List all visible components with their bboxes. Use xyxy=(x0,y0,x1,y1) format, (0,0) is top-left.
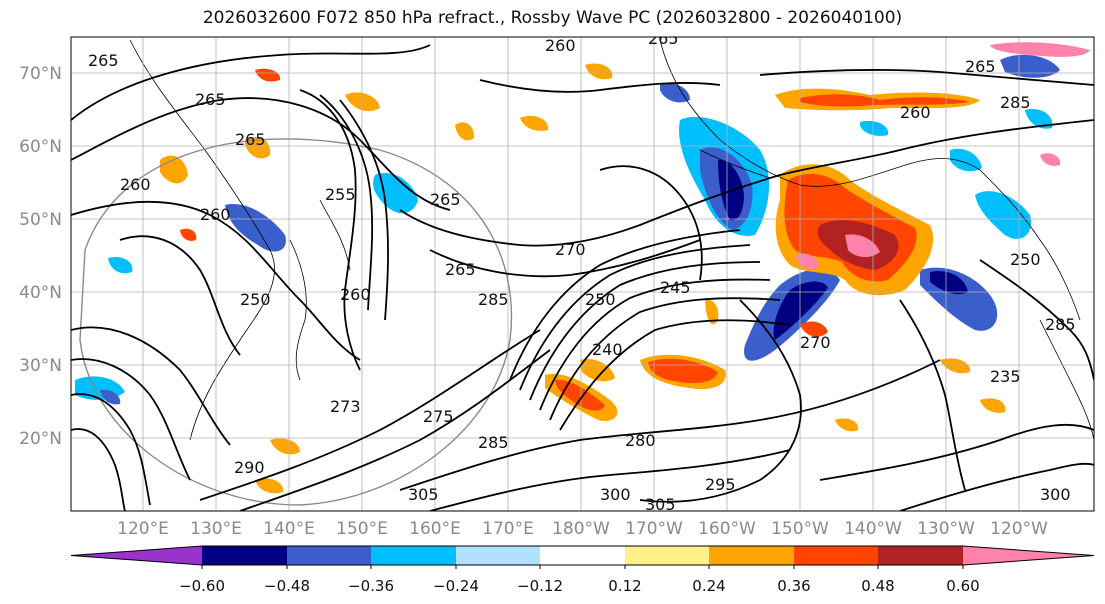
contour-label: 260 xyxy=(120,175,151,194)
colorbar-segment xyxy=(625,546,709,565)
contour-label: 260 xyxy=(545,36,576,55)
contour-labels: 260 265 265 265 265 260 260 255 265 270 … xyxy=(88,29,1076,514)
lon-tick-label: 120°E xyxy=(117,519,169,539)
colorbar-tick-label: 0.36 xyxy=(777,577,810,595)
contour-label: 265 xyxy=(648,29,679,48)
lon-tick-label: 130°W xyxy=(917,519,975,539)
contour-label: 265 xyxy=(445,260,476,279)
colorbar-tick-label: 0.24 xyxy=(692,577,725,595)
gray-region-outline xyxy=(79,138,513,506)
lon-labels: 120°E 130°E 140°E 150°E 160°E 170°E 180°… xyxy=(117,519,1048,539)
lon-tick-label: 140°W xyxy=(844,519,902,539)
colorbar-segment xyxy=(709,546,794,565)
contour-label: 275 xyxy=(423,407,454,426)
contour-label: 265 xyxy=(235,130,266,149)
colorbar-segment xyxy=(878,546,963,565)
contour-label: 260 xyxy=(340,285,371,304)
colorbar-tick-label: −0.12 xyxy=(517,577,563,595)
contour-layer xyxy=(71,44,1094,511)
colorbar-segment xyxy=(371,546,456,565)
colorbar-segment xyxy=(71,546,202,565)
colorbar-segment xyxy=(456,546,540,565)
lon-tick-label: 170°W xyxy=(625,519,683,539)
contour-label: 285 xyxy=(478,433,509,452)
lon-tick-label: 180°W xyxy=(552,519,610,539)
lat-tick-label: 30°N xyxy=(19,356,62,376)
gridlines xyxy=(71,37,1094,511)
contour-label: 245 xyxy=(660,278,691,297)
colorbar-segment xyxy=(540,546,625,565)
contour-label: 250 xyxy=(240,290,271,309)
contour-label: 260 xyxy=(900,103,931,122)
lon-tick-label: 160°E xyxy=(409,519,461,539)
colorbar-tick-label: −0.36 xyxy=(348,577,394,595)
contour-label: 265 xyxy=(965,57,996,76)
contour-label: 290 xyxy=(234,458,265,477)
lon-tick-label: 160°W xyxy=(698,519,756,539)
map-layers: 260 265 265 265 265 260 260 255 265 270 … xyxy=(71,29,1094,514)
lat-tick-label: 20°N xyxy=(19,429,62,449)
contour-label: 285 xyxy=(1000,93,1031,112)
lon-tick-label: 150°E xyxy=(336,519,388,539)
lat-tick-label: 70°N xyxy=(19,64,62,84)
lat-tick-label: 60°N xyxy=(19,137,62,157)
contour-label: 260 xyxy=(200,205,231,224)
lat-tick-label: 40°N xyxy=(19,283,62,303)
contour-label: 270 xyxy=(800,333,831,352)
lon-tick-label: 170°E xyxy=(482,519,534,539)
contour-label: 255 xyxy=(325,185,356,204)
contour-label: 285 xyxy=(1045,315,1076,334)
lon-tick-label: 150°W xyxy=(771,519,829,539)
contour-label: 240 xyxy=(592,340,623,359)
lat-tick-label: 50°N xyxy=(19,210,62,230)
colorbar-tick-label: −0.24 xyxy=(433,577,479,595)
contour-label: 300 xyxy=(1040,485,1071,504)
colorbar-segment xyxy=(794,546,878,565)
contour-label: 235 xyxy=(990,367,1021,386)
chart-title: 2026032600 F072 850 hPa refract., Rossby… xyxy=(202,8,903,28)
colorbar-tick-label: 0.48 xyxy=(861,577,894,595)
contour-label: 273 xyxy=(330,397,361,416)
colorbar-tick-label: −0.60 xyxy=(179,577,225,595)
lon-tick-label: 130°E xyxy=(190,519,242,539)
contour-label: 250 xyxy=(585,290,616,309)
contour-label: 295 xyxy=(705,475,736,494)
colorbar-tick-label: 0.12 xyxy=(608,577,641,595)
colorbar-tick-label: −0.48 xyxy=(264,577,310,595)
lat-labels: 70°N 60°N 50°N 40°N 30°N 20°N xyxy=(19,64,62,449)
contour-label: 265 xyxy=(88,51,119,70)
contour-label: 305 xyxy=(408,485,439,504)
colorbar-ticks: −0.60 −0.48 −0.36 −0.24 −0.12 0.12 0.24 … xyxy=(179,577,980,595)
contour-label: 270 xyxy=(555,240,586,259)
contour-label: 250 xyxy=(1010,250,1041,269)
lon-tick-label: 140°E xyxy=(263,519,315,539)
contour-label: 265 xyxy=(195,90,226,109)
colorbar-tick-label: 0.60 xyxy=(946,577,979,595)
colorbar xyxy=(70,545,1095,569)
contour-label: 300 xyxy=(600,485,631,504)
map-frame xyxy=(70,36,1095,512)
contour-label: 305 xyxy=(645,495,676,514)
contour-label: 280 xyxy=(625,431,656,450)
lon-tick-label: 120°W xyxy=(990,519,1048,539)
contour-label: 285 xyxy=(478,290,509,309)
contour-label: 265 xyxy=(430,190,461,209)
colorbar-segment xyxy=(202,546,287,565)
colorbar-segment xyxy=(963,546,1094,565)
colorbar-segment xyxy=(287,546,371,565)
